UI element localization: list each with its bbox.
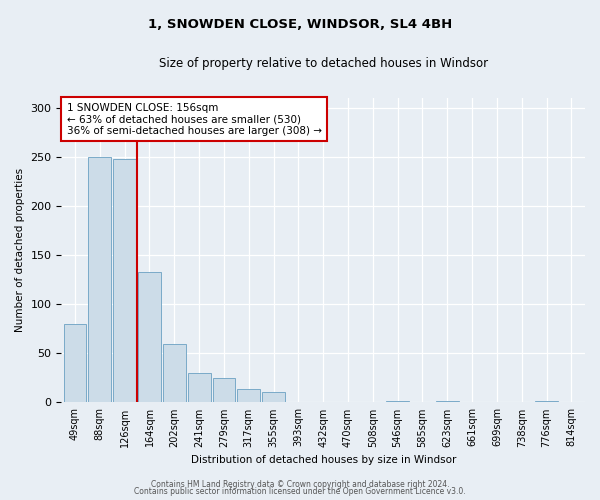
Bar: [212, 378, 235, 402]
Title: Size of property relative to detached houses in Windsor: Size of property relative to detached ho…: [158, 58, 488, 70]
Y-axis label: Number of detached properties: Number of detached properties: [15, 168, 25, 332]
Bar: [262, 392, 285, 402]
Bar: [88, 157, 111, 402]
Bar: [163, 344, 186, 402]
Text: Contains HM Land Registry data © Crown copyright and database right 2024.: Contains HM Land Registry data © Crown c…: [151, 480, 449, 489]
X-axis label: Distribution of detached houses by size in Windsor: Distribution of detached houses by size …: [191, 455, 456, 465]
Text: 1 SNOWDEN CLOSE: 156sqm
← 63% of detached houses are smaller (530)
36% of semi-d: 1 SNOWDEN CLOSE: 156sqm ← 63% of detache…: [67, 102, 322, 136]
Bar: [238, 388, 260, 402]
Bar: [64, 324, 86, 402]
Bar: [188, 373, 211, 402]
Text: Contains public sector information licensed under the Open Government Licence v3: Contains public sector information licen…: [134, 488, 466, 496]
Bar: [138, 272, 161, 402]
Text: 1, SNOWDEN CLOSE, WINDSOR, SL4 4BH: 1, SNOWDEN CLOSE, WINDSOR, SL4 4BH: [148, 18, 452, 30]
Bar: [113, 159, 136, 402]
